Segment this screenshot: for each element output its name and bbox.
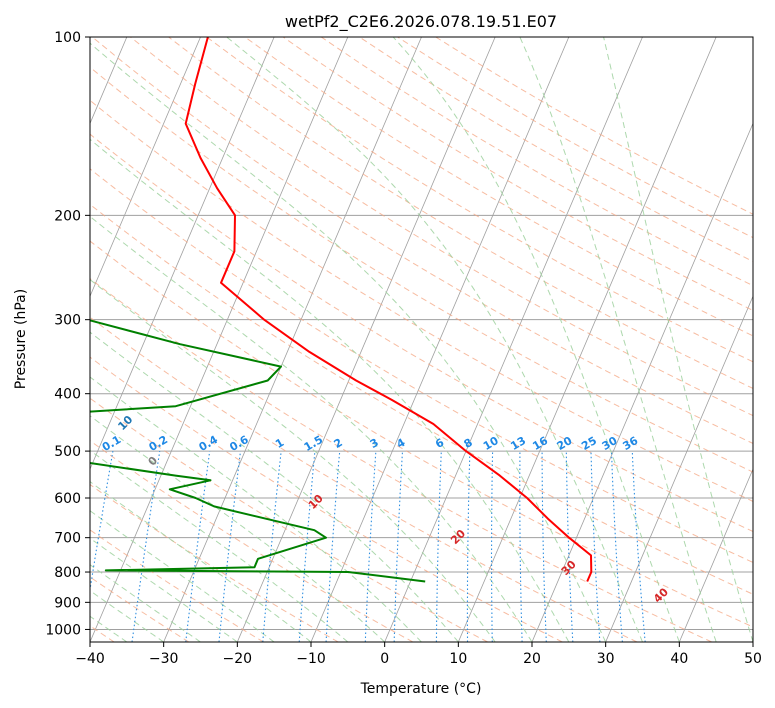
y-tick-label: 400	[54, 387, 81, 403]
dry-adiabat-line	[282, 37, 753, 312]
dry-adiabat-line	[90, 168, 753, 563]
moist-adiabat-line	[90, 215, 533, 642]
isotherm-line	[457, 37, 717, 642]
mixing-ratio-line	[131, 451, 161, 642]
dry-adiabat-line	[91, 37, 753, 445]
moist-adiabat-line	[90, 589, 164, 642]
y-tick-label: 200	[54, 208, 81, 224]
dry-adiabat-line	[90, 203, 753, 595]
mixing-ratio-line	[185, 451, 211, 642]
dry-adiabat-line	[90, 99, 753, 502]
dry-adiabat-line	[90, 240, 753, 628]
plot-frame	[89, 36, 754, 643]
temperature-profile-line	[184, 37, 593, 582]
dry-adiabat-line	[130, 37, 753, 417]
y-tick-label: 900	[54, 595, 81, 611]
x-axis-label: Temperature (°C)	[360, 681, 482, 697]
x-tick-label: 50	[744, 651, 762, 667]
isotherm-line	[384, 37, 643, 642]
moist-adiabat-line	[90, 564, 201, 642]
y-tick-label: 500	[54, 444, 81, 460]
dewpoint-profile-line	[90, 319, 426, 583]
moist-adiabat-line	[90, 481, 312, 642]
dry-adiabat-line	[90, 278, 712, 642]
mixing-ratio-line	[218, 451, 242, 642]
mixing-ratio-line	[262, 451, 282, 642]
x-tick-label: 10	[449, 651, 467, 667]
x-tick-label: 0	[380, 651, 389, 667]
dry-adiabat-line	[90, 483, 339, 642]
moist-adiabat-line	[519, 37, 717, 642]
y-tick-label: 700	[54, 531, 81, 547]
dry-adiabat-line	[90, 356, 563, 642]
y-tick-label: 800	[54, 565, 81, 581]
x-tick-label: 40	[670, 651, 688, 667]
isotherm-line	[90, 37, 201, 298]
y-tick-label: 100	[54, 30, 81, 46]
mixing-ratio-line	[298, 451, 316, 642]
moist-adiabat-line	[90, 331, 459, 642]
y-axis-label: Pressure (hPa)	[13, 289, 29, 389]
isotherm-line	[236, 37, 496, 642]
moist-adiabat-line	[226, 37, 643, 642]
moist-adiabat-line	[90, 510, 275, 642]
x-tick-label: 30	[597, 651, 615, 667]
isotherm-line	[90, 37, 275, 471]
profile-lines	[90, 37, 593, 583]
x-tick-label: −10	[296, 651, 326, 667]
dry-adiabat-line	[90, 316, 638, 642]
axis-ticks: −40 −30 −20 −10 0 10 20 30 40 50 100 200 300 400 500 60…	[45, 30, 762, 667]
moist-adiabat-line	[90, 415, 386, 642]
moist-adiabat-line	[90, 138, 570, 642]
x-tick-label: 20	[523, 651, 541, 667]
moist-adiabat-line	[90, 537, 238, 642]
mixing-ratio-line	[631, 451, 646, 642]
dry-adiabat-line	[90, 133, 753, 533]
y-tick-label: 1000	[45, 622, 81, 638]
mixing-ratio-line	[90, 451, 114, 594]
x-tick-label: −20	[223, 651, 253, 667]
isotherm-line	[605, 295, 753, 642]
dry-adiabat-line	[90, 529, 264, 642]
x-tick-label: −40	[75, 651, 105, 667]
moist-adiabat-line	[90, 42, 607, 642]
moist-adiabat-line	[603, 37, 753, 642]
guide-lines	[90, 37, 753, 642]
y-tick-label: 300	[54, 313, 81, 329]
moist-adiabat-line	[392, 37, 680, 642]
dry-adiabat-line	[244, 37, 753, 337]
chart-title: wetPf2_C2E6.2026.078.19.51.E07	[285, 12, 557, 32]
x-tick-label: −30	[149, 651, 179, 667]
dry-adiabat-line	[168, 37, 753, 389]
y-tick-label: 600	[54, 491, 81, 507]
isotherm-line	[678, 468, 753, 642]
moist-adiabat-line	[90, 279, 496, 642]
